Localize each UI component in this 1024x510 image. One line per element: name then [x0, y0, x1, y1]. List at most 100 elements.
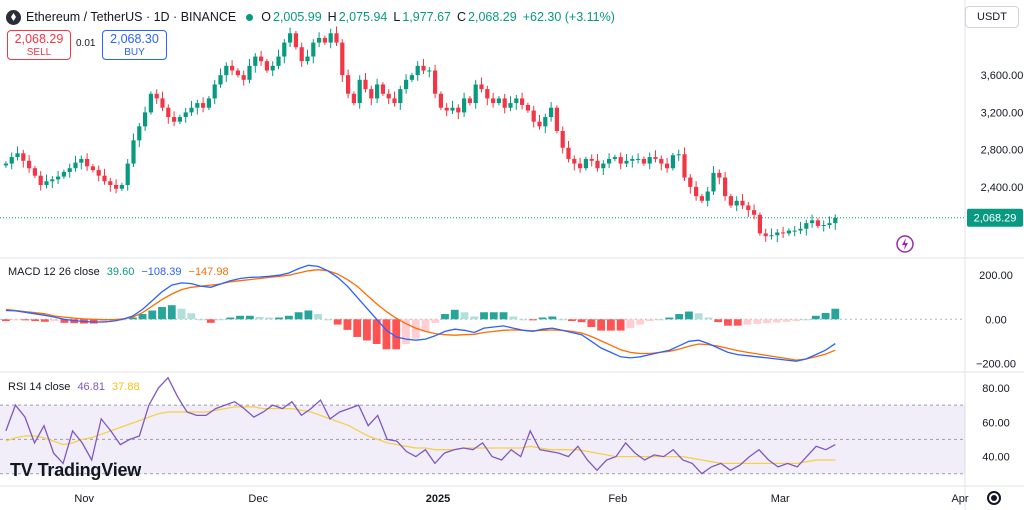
- last-price-label: 2,068.29: [974, 213, 1017, 225]
- lightning-glyph: [902, 238, 908, 250]
- candle-body: [351, 93, 356, 104]
- low-value: 1,977.67: [402, 10, 451, 24]
- macd-histogram-bar: [567, 319, 576, 322]
- price-tick-label: 3,200.00: [981, 107, 1024, 119]
- candle-body: [537, 121, 542, 127]
- macd-histogram-bar: [480, 312, 488, 320]
- sell-button[interactable]: 2,068.29 SELL: [7, 30, 71, 60]
- macd-histogram-bar: [284, 315, 293, 320]
- macd-histogram-bar: [109, 319, 118, 322]
- candle-body: [235, 70, 240, 76]
- candle-body: [154, 93, 159, 99]
- macd-histogram-bar: [167, 305, 176, 320]
- macd-histogram-bar: [177, 308, 186, 320]
- macd-histogram-bar: [158, 306, 166, 320]
- candle-body: [467, 98, 472, 104]
- candle-body: [415, 65, 420, 76]
- macd-tick-label: 200.00: [979, 270, 1013, 282]
- currency-selector[interactable]: USDT: [965, 6, 1019, 28]
- macd-histogram-bar: [597, 319, 606, 331]
- candle-body: [3, 163, 8, 166]
- candle-body: [815, 220, 820, 226]
- candle-body: [583, 158, 588, 169]
- symbol-title[interactable]: Ethereum / TetherUS · 1D · BINANCE: [26, 10, 237, 24]
- candle-body: [409, 75, 414, 80]
- candle-body: [624, 160, 629, 164]
- macd-histogram-bar: [187, 313, 196, 320]
- candle-body: [386, 93, 391, 99]
- candle-body: [496, 98, 501, 104]
- time-tick-label: Feb: [608, 493, 627, 505]
- candle-body: [525, 104, 530, 111]
- candle-body: [746, 205, 751, 211]
- candle-body: [224, 65, 229, 76]
- settings-gear-icon[interactable]: [987, 491, 1001, 505]
- macd-histogram-bar: [245, 315, 254, 320]
- candle-body: [183, 112, 188, 118]
- macd-histogram-bar: [50, 319, 59, 322]
- macd-histogram-bar: [616, 319, 625, 331]
- candle-body: [601, 163, 606, 169]
- candle-body: [311, 42, 316, 57]
- candle-body: [717, 172, 722, 178]
- candle-body: [15, 153, 20, 158]
- candle-body: [641, 158, 646, 164]
- macd-histogram-bar: [304, 310, 313, 320]
- candle-body: [618, 157, 623, 164]
- macd-histogram-bar: [704, 317, 713, 320]
- macd-histogram-bar: [392, 319, 401, 350]
- candle-body: [259, 56, 264, 62]
- candle-body: [172, 117, 177, 122]
- close-label: C: [457, 10, 467, 24]
- candle-body: [554, 107, 559, 131]
- candle-body: [456, 107, 461, 113]
- candle-body: [288, 33, 293, 43]
- macd-histogram-bar: [577, 319, 586, 323]
- candle-body: [276, 56, 281, 66]
- candle-body: [508, 103, 513, 108]
- rsi-title: RSI 14 close: [8, 381, 71, 393]
- candle-body: [305, 56, 310, 62]
- candle-body: [108, 181, 113, 185]
- close-value: 2,068.29: [468, 10, 517, 24]
- time-tick-label: Dec: [248, 493, 268, 505]
- macd-histogram-bar: [450, 309, 459, 320]
- macd-line: [5, 264, 836, 362]
- candle-body: [334, 33, 339, 43]
- candle-body: [444, 107, 449, 111]
- candle-body: [293, 33, 298, 48]
- candle-body: [531, 110, 536, 122]
- candle-body: [44, 181, 49, 185]
- macd-histogram-bar: [148, 310, 157, 320]
- candle-body: [392, 98, 397, 104]
- rsi-legend[interactable]: RSI 14 close 46.81 37.88: [8, 381, 144, 393]
- macd-histogram-bar: [206, 319, 215, 323]
- macd-histogram-bar: [821, 312, 830, 320]
- candle-body: [102, 175, 107, 182]
- rsi-ma-value: 37.88: [112, 381, 140, 393]
- macd-tick-label: 0.00: [985, 314, 1006, 326]
- macd-histogram-bar: [99, 319, 108, 323]
- macd-histogram-bar: [743, 319, 752, 325]
- macd-histogram-bar: [128, 317, 137, 320]
- candle-body: [212, 84, 217, 99]
- macd-histogram-bar: [460, 312, 469, 320]
- macd-histogram-bar: [587, 319, 596, 328]
- candle-body: [514, 98, 519, 104]
- candle-body: [676, 154, 681, 156]
- macd-histogram-bar: [694, 313, 703, 320]
- candle-body: [67, 168, 72, 172]
- macd-legend[interactable]: MACD 12 26 close 39.60 −108.39 −147.98: [8, 266, 233, 278]
- macd-histogram-bar: [538, 317, 547, 320]
- candle-body: [636, 158, 641, 160]
- macd-histogram-bar: [626, 319, 635, 329]
- candle-body: [502, 98, 507, 108]
- buy-label: BUY: [124, 47, 145, 58]
- candle-body: [769, 235, 774, 237]
- buy-button[interactable]: 2,068.30 BUY: [102, 30, 167, 60]
- candle-body: [317, 37, 322, 43]
- candle-body: [160, 98, 165, 108]
- candle-body: [380, 84, 385, 94]
